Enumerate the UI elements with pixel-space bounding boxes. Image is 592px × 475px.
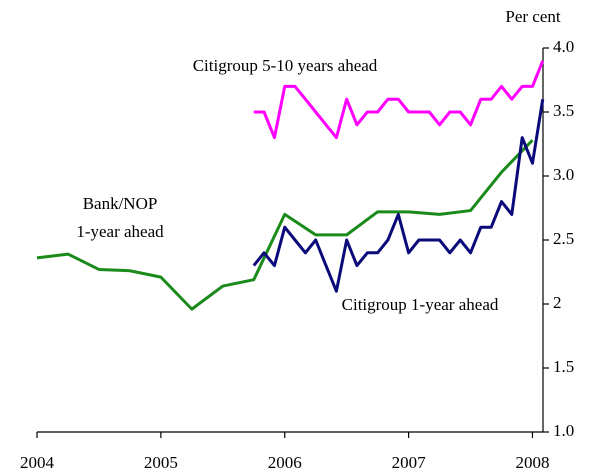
unit-label: Per cent — [505, 7, 561, 26]
series-line — [36, 139, 534, 311]
y-tick-label: 2.5 — [553, 229, 574, 248]
annotation: Bank/NOP — [83, 194, 158, 213]
x-tick-label: 2006 — [268, 453, 302, 472]
x-tick-label: 2008 — [515, 453, 549, 472]
y-tick-label: 4.0 — [553, 37, 574, 56]
annotation: Citigroup 1-year ahead — [342, 295, 499, 314]
x-tick-label: 2004 — [20, 453, 55, 472]
series-line — [252, 98, 545, 293]
y-tick-label: 3.5 — [553, 101, 574, 120]
y-tick-label: 3.0 — [553, 165, 574, 184]
y-tick-label: 1.5 — [553, 357, 574, 376]
y-tick-label: 1.0 — [553, 421, 574, 440]
x-tick-label: 2005 — [144, 453, 178, 472]
series-line — [253, 60, 545, 140]
y-tick-label: 2 — [553, 293, 562, 312]
x-tick-label: 2007 — [392, 453, 427, 472]
annotation: Citigroup 5-10 years ahead — [193, 56, 378, 75]
annotation: 1-year ahead — [76, 222, 164, 241]
